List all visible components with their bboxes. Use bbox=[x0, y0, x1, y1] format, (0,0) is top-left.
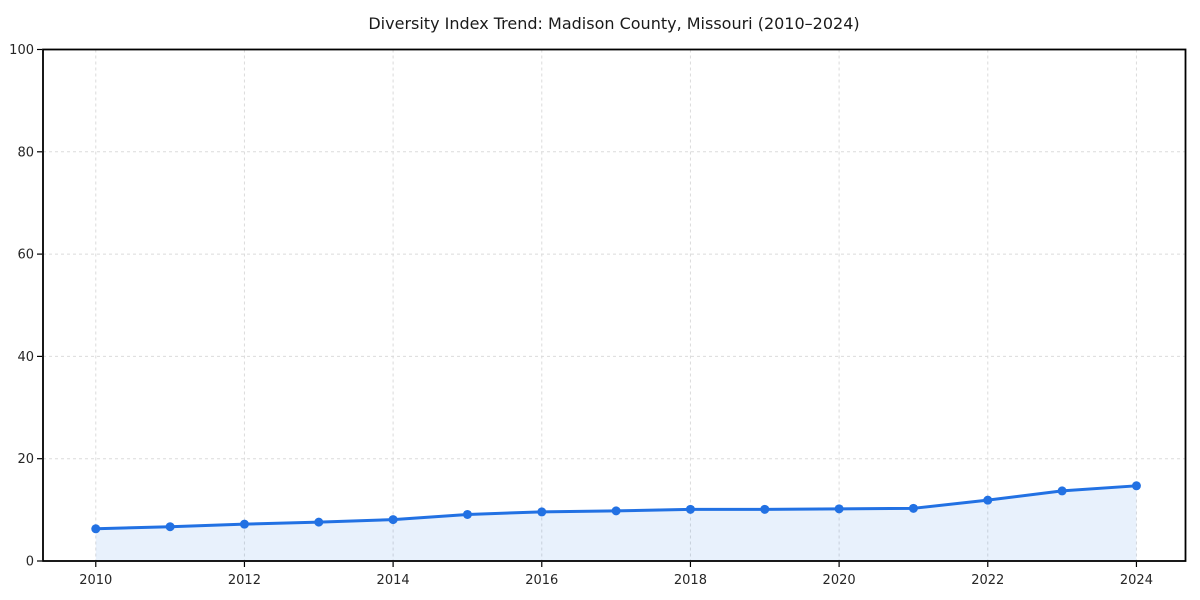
y-tick-label: 40 bbox=[17, 350, 34, 365]
tick-marks bbox=[37, 48, 1138, 567]
y-tick-label: 80 bbox=[17, 145, 34, 160]
data-point-markers bbox=[91, 481, 1141, 534]
data-point bbox=[537, 507, 547, 517]
y-tick-label: 0 bbox=[26, 555, 34, 570]
x-tick-label: 2018 bbox=[674, 573, 707, 588]
y-tick-label: 20 bbox=[17, 452, 34, 467]
x-tick-label: 2022 bbox=[971, 573, 1004, 588]
data-point bbox=[462, 509, 472, 519]
data-point bbox=[239, 519, 249, 529]
y-tick-label: 100 bbox=[9, 43, 34, 58]
data-point bbox=[760, 504, 770, 514]
data-point bbox=[1057, 486, 1067, 496]
gridlines bbox=[43, 49, 1186, 561]
tick-labels: 2010 2012 2014 2016 2018 2020 2022 2024 0 20 40 60 8… bbox=[9, 43, 1153, 588]
series-area-fill bbox=[95, 485, 1137, 561]
data-point bbox=[314, 517, 324, 527]
x-tick-label: 2010 bbox=[79, 573, 112, 588]
x-tick-label: 2024 bbox=[1120, 573, 1153, 588]
x-tick-label: 2020 bbox=[823, 573, 856, 588]
data-point bbox=[685, 504, 695, 514]
data-point bbox=[834, 504, 844, 514]
data-point bbox=[611, 506, 621, 516]
area-fill bbox=[95, 485, 1137, 561]
x-tick-label: 2014 bbox=[377, 573, 410, 588]
y-tick-label: 60 bbox=[17, 248, 34, 263]
data-point bbox=[165, 522, 175, 532]
data-point bbox=[1131, 481, 1141, 491]
x-tick-label: 2012 bbox=[228, 573, 261, 588]
data-point bbox=[91, 524, 101, 534]
axes-spines bbox=[42, 48, 1187, 562]
x-tick-label: 2016 bbox=[525, 573, 558, 588]
data-point bbox=[908, 503, 918, 513]
chart-title: Diversity Index Trend: Madison County, M… bbox=[368, 14, 859, 33]
data-point bbox=[983, 495, 993, 505]
data-point bbox=[388, 515, 398, 525]
plot-border bbox=[42, 48, 1187, 562]
